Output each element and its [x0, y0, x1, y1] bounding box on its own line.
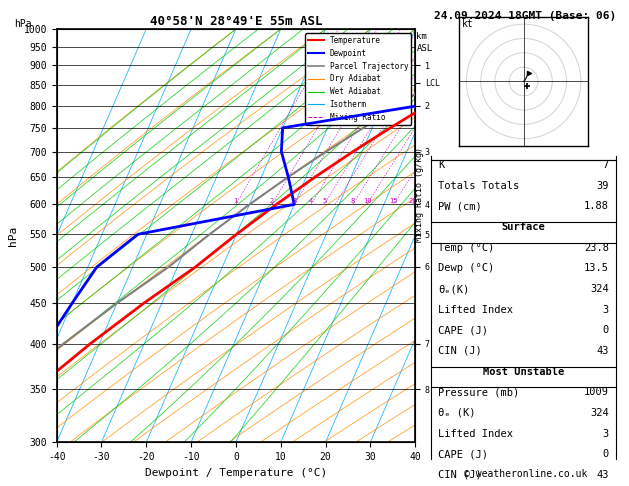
Text: kt: kt — [462, 19, 474, 29]
Text: 24.09.2024 18GMT (Base: 06): 24.09.2024 18GMT (Base: 06) — [434, 11, 616, 21]
Text: K: K — [438, 160, 445, 170]
Text: 1.88: 1.88 — [584, 201, 609, 211]
Text: Dewp (°C): Dewp (°C) — [438, 263, 494, 273]
Text: Surface: Surface — [502, 222, 545, 232]
Text: 39: 39 — [596, 181, 609, 191]
Text: 43: 43 — [596, 346, 609, 356]
Text: © weatheronline.co.uk: © weatheronline.co.uk — [464, 469, 587, 479]
Text: 8: 8 — [351, 198, 355, 205]
Text: 20: 20 — [408, 198, 417, 205]
X-axis label: Dewpoint / Temperature (°C): Dewpoint / Temperature (°C) — [145, 468, 327, 478]
Text: Most Unstable: Most Unstable — [483, 366, 564, 377]
Text: 43: 43 — [596, 470, 609, 480]
Text: 3: 3 — [603, 429, 609, 438]
Text: 15: 15 — [389, 198, 398, 205]
Text: Pressure (mb): Pressure (mb) — [438, 387, 520, 397]
Text: 324: 324 — [590, 284, 609, 294]
Text: 324: 324 — [590, 408, 609, 418]
Text: θₑ(K): θₑ(K) — [438, 284, 469, 294]
Text: hPa: hPa — [14, 19, 31, 29]
Text: 0: 0 — [603, 325, 609, 335]
Text: Lifted Index: Lifted Index — [438, 305, 513, 314]
Text: θₑ (K): θₑ (K) — [438, 408, 476, 418]
Text: 1: 1 — [233, 198, 238, 205]
Text: 13.5: 13.5 — [584, 263, 609, 273]
Text: 2: 2 — [270, 198, 274, 205]
Text: Mixing Ratio (g/kg): Mixing Ratio (g/kg) — [415, 147, 423, 242]
Text: Temp (°C): Temp (°C) — [438, 243, 494, 253]
Text: Lifted Index: Lifted Index — [438, 429, 513, 438]
Text: 5: 5 — [322, 198, 326, 205]
Text: PW (cm): PW (cm) — [438, 201, 482, 211]
Text: CIN (J): CIN (J) — [438, 346, 482, 356]
Text: 4: 4 — [309, 198, 313, 205]
Text: 23.8: 23.8 — [584, 243, 609, 253]
Text: CIN (J): CIN (J) — [438, 470, 482, 480]
Text: 7: 7 — [603, 160, 609, 170]
Y-axis label: hPa: hPa — [8, 226, 18, 246]
Title: 40°58'N 28°49'E 55m ASL: 40°58'N 28°49'E 55m ASL — [150, 15, 322, 28]
Text: ASL: ASL — [416, 44, 433, 53]
Text: 1009: 1009 — [584, 387, 609, 397]
Text: 3: 3 — [292, 198, 297, 205]
Text: 0: 0 — [603, 449, 609, 459]
Text: 3: 3 — [603, 305, 609, 314]
Legend: Temperature, Dewpoint, Parcel Trajectory, Dry Adiabat, Wet Adiabat, Isotherm, Mi: Temperature, Dewpoint, Parcel Trajectory… — [305, 33, 411, 125]
Text: 10: 10 — [363, 198, 371, 205]
Text: km: km — [416, 32, 427, 41]
Text: CAPE (J): CAPE (J) — [438, 449, 488, 459]
Text: Totals Totals: Totals Totals — [438, 181, 520, 191]
Text: CAPE (J): CAPE (J) — [438, 325, 488, 335]
